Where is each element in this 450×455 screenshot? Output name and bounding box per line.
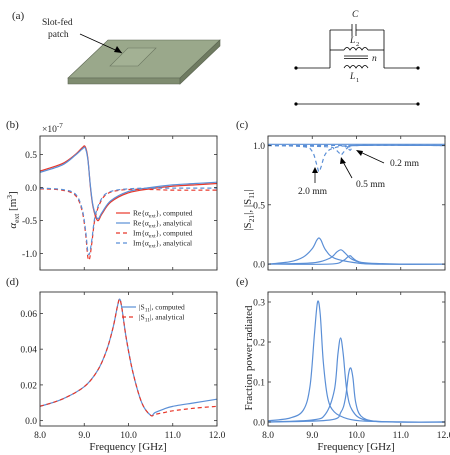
y-tick-label-b: -1.0: [22, 250, 37, 260]
board-front: [67, 77, 181, 85]
y-tick-label-b: 0.0: [25, 184, 37, 194]
chart-b-frame: [39, 135, 218, 271]
x-tick-label-d: 10.0: [120, 431, 137, 441]
y-tick-label-d: 0.02: [20, 381, 37, 391]
y-tick-label-e: 0.1: [253, 379, 265, 389]
series-line-c-3: [267, 237, 446, 265]
chart-d-legend: |S11|, computed|S11|, analytical: [122, 303, 185, 324]
x-tick-label-d: 12.0: [209, 431, 226, 441]
patch-antenna-illustration: Slot-fed patch: [42, 17, 221, 85]
x-tick-label-e: 8.0: [262, 431, 274, 441]
panel-label-b: (b): [6, 119, 19, 131]
callout-arrow: [79, 33, 123, 54]
y-tick-label-c: 0.0: [253, 261, 265, 271]
callout-line2: patch: [48, 30, 69, 40]
series-line-d-0: [39, 298, 218, 417]
chart-b: -1.0 -0.5 0.0 0.5 ×10-7 αext [m3] Re{αext},…: [5, 122, 218, 271]
annotation-0-5mm-arrowhead: [340, 157, 346, 164]
chart-e-frame: [267, 291, 446, 427]
panel-label-e: (e): [236, 276, 249, 288]
legend-label: Re{αext}, analytical: [133, 219, 192, 230]
chart-d-xlabel: Frequency [GHz]: [89, 441, 166, 453]
equivalent-circuit: [294, 24, 420, 106]
chart-c-ylabel: |S21|, |S11|: [242, 189, 256, 230]
legend-label: |S11|, computed: [139, 303, 185, 314]
series-line-c-2: [267, 144, 446, 151]
annotation-0-5mm: 0.5 mm: [356, 180, 386, 190]
chart-e: 8.0 9.0 10.0 11.0 12.0 0.0 0.1 0.2 0.3 Frequency…: [243, 291, 450, 453]
annotation-0-2mm-arrowhead: [356, 150, 363, 156]
chart-c: 0.0 0.5 1.0 |S21|, |S11| 0.2 mm 0.5 mm 2.0…: [242, 135, 446, 271]
callout-line1: Slot-fed: [42, 17, 73, 28]
x-tick-label-d: 11.0: [165, 431, 182, 441]
patch: [109, 47, 157, 67]
annotation-2-0mm-arrowhead: [312, 167, 318, 173]
x-tick-label-e: 9.0: [306, 431, 318, 441]
x-tick-label-e: 11.0: [393, 431, 410, 441]
circuit-label-c: C: [352, 10, 359, 20]
y-tick-label-c: 1.0: [253, 142, 265, 152]
series-line-c-1: [267, 144, 446, 156]
legend-label: Re{αext}, computed: [133, 209, 193, 220]
legend-label: |S11|, analytical: [139, 313, 184, 324]
y-tick-label-b: 0.5: [25, 151, 37, 161]
panel-label-a: (a): [12, 10, 25, 22]
chart-c-frame: [267, 135, 446, 271]
annotation-0-2mm-arrow: [357, 150, 385, 164]
chart-e-xlabel: Frequency [GHz]: [317, 441, 394, 453]
y-tick-label-e: 0.3: [253, 299, 265, 309]
annotation-0-2mm: 0.2 mm: [390, 159, 420, 169]
x-tick-label-e: 10.0: [348, 431, 365, 441]
y-tick-label-d: 0.0: [25, 417, 37, 427]
series-line-b-2: [39, 188, 218, 261]
series-line-d-1: [39, 298, 218, 417]
y-tick-label-e: 0.0: [253, 419, 265, 429]
chart-b-multiplier: ×10-7: [42, 122, 63, 135]
circuit-label-l1-sub: 1: [356, 77, 359, 84]
circuit-label-l2: L: [349, 36, 355, 46]
circuit-label-l2-sub: 2: [356, 41, 359, 48]
x-tick-label-e: 12.0: [437, 431, 450, 441]
y-tick-label-c: 0.5: [253, 201, 265, 211]
series-line-e-0: [267, 300, 446, 423]
callout-arrowhead: [114, 46, 122, 53]
y-tick-label-b: -0.5: [22, 217, 37, 227]
chart-d: 8.0 9.0 10.0 11.0 12.0 0.0 0.02 0.04 0.06 Freque…: [20, 291, 226, 453]
series-line-b-3: [39, 187, 217, 256]
circuit-label-l1: L: [349, 72, 355, 82]
x-tick-label-d: 9.0: [78, 431, 90, 441]
panel-label-c: (c): [236, 119, 249, 131]
y-tick-label-e: 0.2: [253, 339, 265, 349]
y-tick-label-d: 0.04: [20, 346, 37, 356]
legend-label: Im{αext}, analytical: [133, 239, 192, 250]
x-tick-label-d: 8.0: [34, 431, 46, 441]
annotation-2-0mm: 2.0 mm: [298, 187, 328, 197]
series-line-c-5: [267, 255, 446, 265]
legend-label: Im{αext}, computed: [133, 229, 193, 240]
series-line-e-2: [267, 367, 446, 423]
chart-d-frame: [39, 291, 218, 427]
y-tick-label-d: 0.06: [20, 310, 37, 320]
chart-e-ylabel: Fraction power radiated: [243, 305, 255, 411]
circuit-label-n: n: [372, 54, 377, 64]
panel-label-d: (d): [6, 276, 19, 288]
series-line-c-4: [267, 249, 446, 265]
series-line-e-1: [267, 337, 446, 423]
board-side: [179, 39, 221, 85]
series-line-c-0: [267, 144, 446, 173]
chart-b-ylabel: αext [m3]: [5, 191, 21, 228]
